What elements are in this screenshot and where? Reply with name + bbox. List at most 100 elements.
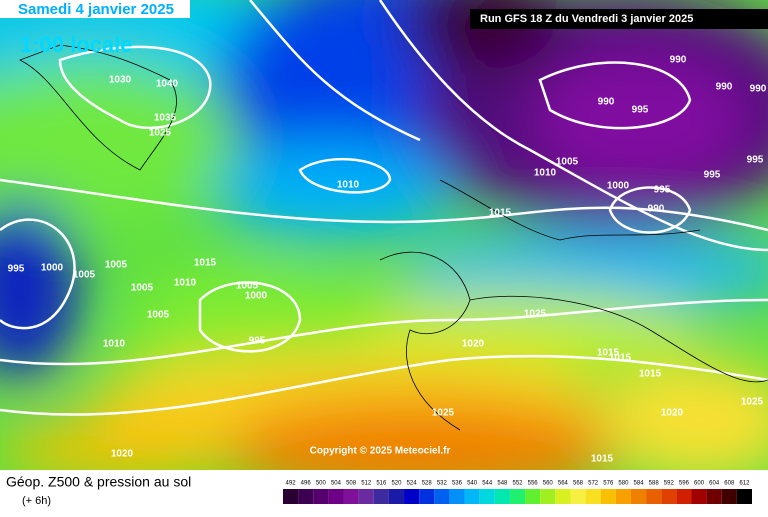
scale-label: 568: [573, 481, 584, 487]
isobar-label: 1010: [534, 168, 557, 179]
isobar-label: 1000: [41, 263, 64, 274]
scale-label: 508: [346, 481, 357, 487]
scale-label: 600: [694, 481, 705, 487]
isobar-label: 1010: [174, 278, 197, 289]
scale-label: 560: [543, 481, 554, 487]
isobar-label: 990: [648, 204, 665, 215]
scale-label: 608: [724, 481, 735, 487]
scale-cell: [388, 489, 405, 504]
scale-cell: [343, 489, 359, 504]
scale-cell: [661, 489, 677, 504]
isobar-label: 990: [716, 82, 733, 93]
scale-cell: [313, 489, 329, 504]
date-box: [0, 0, 190, 18]
scale-cell: [585, 489, 601, 504]
scale-label: 572: [588, 481, 599, 487]
isobar-label: 995: [654, 185, 671, 196]
scale-cell: [419, 489, 435, 504]
scale-label: 564: [558, 481, 569, 487]
scale-cell: [479, 489, 495, 504]
scale-label: 548: [497, 481, 508, 487]
scale-cell: [691, 489, 707, 504]
scale-label: 528: [422, 481, 433, 487]
scale-cell: [509, 489, 526, 504]
scale-cell: [721, 489, 737, 504]
scale-label: 524: [407, 481, 418, 487]
isobar-label: 1005: [556, 157, 579, 168]
scale-label: 516: [376, 481, 387, 487]
isobar-label: 1015: [489, 208, 512, 219]
scale-cell: [600, 489, 616, 504]
scale-cell: [525, 489, 541, 504]
isobar-label: 1030: [109, 75, 132, 86]
footer-step: (+ 6h): [22, 495, 51, 507]
isobar-label: 1000: [245, 291, 268, 302]
isobar-label: 1015: [609, 353, 632, 364]
isobar-label: 1005: [105, 260, 128, 271]
isobar-label: 990: [598, 97, 615, 108]
isobar-label: 1000: [607, 181, 630, 192]
scale-cell: [464, 489, 480, 504]
scale-cell: [676, 489, 692, 504]
scale-cell: [373, 489, 389, 504]
isobar-label: 1010: [337, 180, 360, 191]
scale-label: 556: [528, 481, 539, 487]
scale-cell: [328, 489, 344, 504]
scale-cell: [404, 489, 420, 504]
scale-label: 500: [316, 481, 327, 487]
geopotential-field: [0, 0, 768, 470]
run-box: [470, 9, 768, 29]
isobar-label: 1020: [661, 408, 684, 419]
scale-label: 504: [331, 481, 342, 487]
scale-cell: [358, 489, 374, 504]
isobar-label: 990: [750, 84, 767, 95]
isobar-label: 1015: [194, 258, 217, 269]
isobar-label: 995: [704, 170, 721, 181]
scale-label: 596: [679, 481, 690, 487]
isobar-label: 1005: [236, 281, 259, 292]
scale-label: 588: [649, 481, 660, 487]
isobar-label: 1025: [524, 309, 547, 320]
isobar-label: 1015: [597, 348, 620, 359]
isobar-label: 1005: [73, 270, 96, 281]
scale-label: 536: [452, 481, 463, 487]
isobar-label: 1010: [103, 339, 126, 350]
isobar-label: 1020: [462, 339, 485, 350]
scale-label: 604: [709, 481, 720, 487]
scale-cell: [434, 489, 450, 504]
scale-label: 544: [482, 481, 493, 487]
isobar-label: 1005: [147, 310, 170, 321]
scale-cell: [283, 489, 299, 504]
footer-title: Géop. Z500 & pression au sol: [6, 474, 191, 490]
valid-date: Samedi 4 janvier 2025: [18, 1, 174, 18]
scale-label: 532: [437, 481, 448, 487]
scale-cell: [736, 489, 752, 504]
isobar-label: 995: [249, 336, 266, 347]
scale-cell: [494, 489, 510, 504]
scale-cell: [298, 489, 314, 504]
scale-cell: [706, 489, 722, 504]
scale-cell: [646, 489, 662, 504]
scale-label: 584: [634, 481, 645, 487]
copyright: Copyright © 2025 Meteociel.fr: [310, 446, 451, 457]
isobar-label: 1025: [149, 128, 172, 139]
scale-label: 552: [512, 481, 523, 487]
isobar-label: 1035: [154, 113, 177, 124]
scale-label: 576: [603, 481, 614, 487]
scale-label: 580: [618, 481, 629, 487]
isobar-label: 1015: [639, 369, 662, 380]
scale-cell: [630, 489, 647, 504]
isobar-label: 995: [8, 264, 25, 275]
isobar-label: 1005: [131, 283, 154, 294]
scale-cell: [540, 489, 556, 504]
local-time: 1:00 locale: [20, 32, 133, 57]
scale-cell: [555, 489, 571, 504]
isobar-label: 1040: [156, 79, 179, 90]
scale-label: 496: [301, 481, 312, 487]
scale-label: 540: [467, 481, 478, 487]
scale-label: 592: [664, 481, 675, 487]
scale-cell: [615, 489, 631, 504]
scale-cell: [449, 489, 465, 504]
scale-cell: [570, 489, 586, 504]
